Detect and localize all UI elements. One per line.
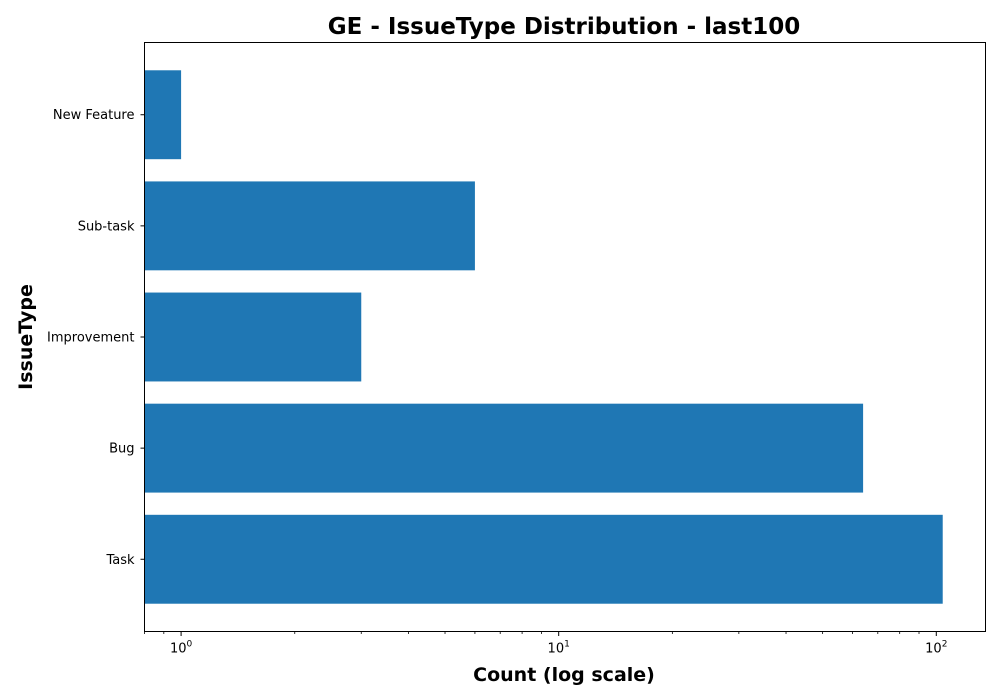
y-tick-label: Sub-task [78, 219, 135, 234]
bar-sub-task [144, 181, 475, 271]
y-tick-label: Task [105, 553, 135, 568]
bar-bug [144, 403, 864, 493]
x-tick-label: 102 [925, 640, 947, 657]
bars-group [144, 70, 943, 604]
bar-improvement [144, 292, 362, 382]
y-axis-ticks: Task Bug Improvement Sub-task New Feature [47, 108, 145, 568]
x-tick-label: 101 [548, 640, 570, 657]
y-tick-label: Improvement [47, 331, 134, 346]
x-tick-label: 100 [170, 640, 193, 657]
y-axis-title: IssueType [15, 284, 37, 390]
y-tick-label: New Feature [53, 108, 135, 123]
y-tick-label: Bug [109, 442, 134, 457]
x-axis-ticks: 100 101 102 [144, 631, 947, 657]
chart-title: GE - IssueType Distribution - last100 [328, 14, 801, 40]
bar-new-feature [144, 70, 182, 160]
x-axis-title: Count (log scale) [473, 664, 655, 686]
bar-task [144, 514, 943, 604]
